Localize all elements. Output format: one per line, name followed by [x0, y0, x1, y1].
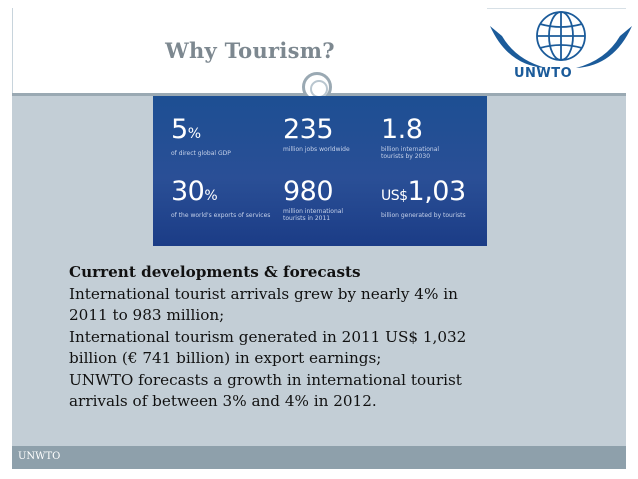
stat-number: 1,03: [407, 176, 467, 207]
logo-text: UNWTO: [514, 66, 573, 81]
stat-caption: of the world's exports of services: [171, 212, 271, 219]
slide-title: Why Tourism?: [165, 38, 335, 63]
stat-caption: billion international tourists by 2030: [381, 146, 440, 160]
body-line: 2011 to 983 million;: [69, 306, 225, 324]
title-band: Why Tourism?: [12, 8, 487, 93]
laurel-right-icon: [576, 26, 632, 68]
body-line: International tourist arrivals grew by n…: [69, 284, 458, 303]
stat-gdp: 5% of direct global GDP: [171, 116, 231, 158]
stat-jobs: 235 million jobs worldwide: [283, 116, 350, 154]
body-line: billion (€ 741 billion) in export earnin…: [69, 349, 382, 367]
stat-tourists-2011: 980 million international tourists in 20…: [283, 178, 363, 223]
stat-value: 235: [283, 116, 350, 144]
body-line: International tourism generated in 2011 …: [69, 327, 467, 346]
stat-number: 980: [283, 176, 334, 207]
stat-value: US$1,03: [381, 178, 481, 210]
footer-bar: [12, 446, 626, 469]
stat-unit: %: [187, 126, 201, 142]
stat-value: 980: [283, 178, 363, 206]
stat-value: 1.8: [381, 116, 461, 144]
stat-number: 5: [171, 114, 188, 145]
stat-value: 5%: [171, 116, 231, 148]
globe-icon: [536, 11, 586, 61]
stat-unit: US$: [381, 188, 408, 204]
stat-number: 30: [171, 176, 205, 207]
body-line: arrivals of between 3% and 4% in 2012.: [69, 392, 377, 410]
stat-number: 1.8: [381, 114, 423, 145]
footer-text: UNWTO: [18, 451, 61, 462]
stat-caption: billion generated by tourists: [381, 212, 466, 219]
stat-exports: 30% of the world's exports of services: [171, 178, 271, 220]
stat-unit: %: [204, 188, 218, 204]
stat-number: 235: [283, 114, 334, 145]
stat-caption: million jobs worldwide: [283, 146, 350, 153]
body-text: Current developments & forecasts Interna…: [69, 262, 609, 413]
stats-panel: 5% of direct global GDP 235 million jobs…: [153, 96, 487, 246]
laurel-left-icon: [490, 26, 546, 68]
body-line: UNWTO forecasts a growth in internationa…: [69, 370, 462, 389]
stat-value: 30%: [171, 178, 271, 210]
stat-caption: million international tourists in 2011: [283, 208, 344, 222]
stat-caption: of direct global GDP: [171, 150, 231, 157]
stat-tourists-2030: 1.8 billion international tourists by 20…: [381, 116, 461, 161]
body-heading: Current developments & forecasts: [69, 263, 361, 281]
unwto-logo: [490, 11, 632, 68]
stat-earnings: US$1,03 billion generated by tourists: [381, 178, 481, 220]
